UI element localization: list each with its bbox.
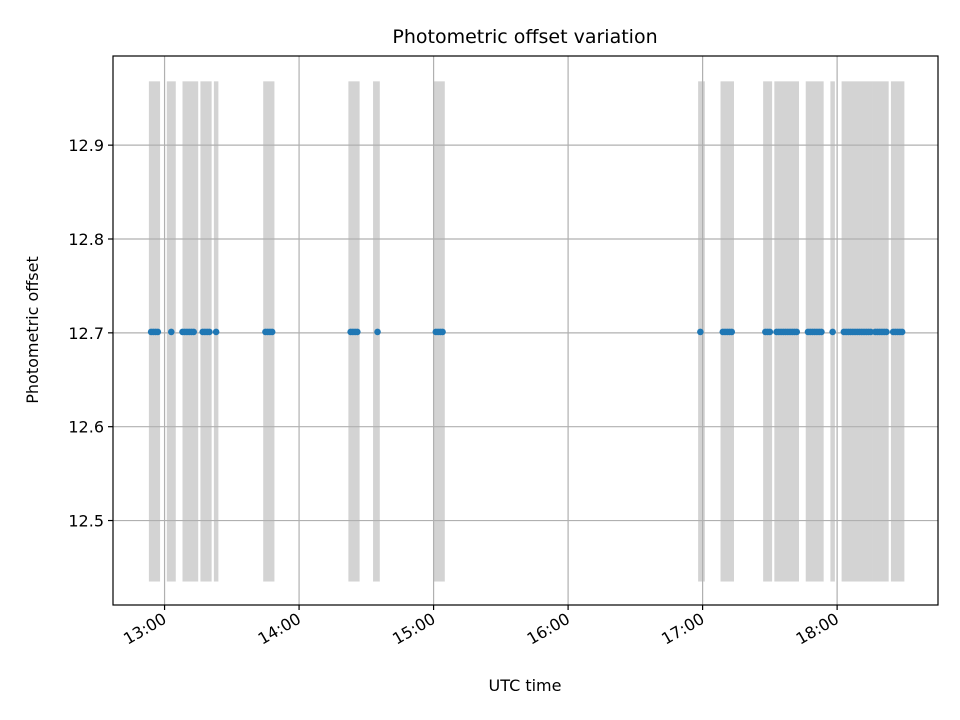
y-axis-title: Photometric offset xyxy=(23,256,42,404)
data-point xyxy=(268,328,276,336)
chart-title: Photometric offset variation xyxy=(392,26,657,48)
plot-frame xyxy=(112,55,939,606)
data-point xyxy=(212,328,220,336)
data-point xyxy=(167,328,175,336)
x-axis-title: UTC time xyxy=(489,676,562,695)
data-point xyxy=(818,328,825,336)
data-point xyxy=(190,328,198,336)
y-axis-ticks: 12.5 12.6 12.7 12.8 12.9 xyxy=(68,136,113,531)
grid-lines xyxy=(113,56,938,605)
data-point xyxy=(898,328,906,336)
data-point xyxy=(697,328,704,336)
y-tick-label: 12.8 xyxy=(68,230,104,249)
data-point xyxy=(354,328,361,336)
data-points xyxy=(147,328,906,336)
data-point xyxy=(793,328,801,336)
data-point xyxy=(439,328,446,336)
y-tick-label: 12.6 xyxy=(68,418,104,437)
data-point xyxy=(883,328,890,336)
data-point xyxy=(728,328,736,336)
data-point xyxy=(829,328,836,336)
data-point xyxy=(154,328,162,336)
y-tick-label: 12.5 xyxy=(68,512,104,531)
data-point xyxy=(206,328,213,336)
data-point xyxy=(766,328,774,336)
y-tick-label: 12.9 xyxy=(68,136,104,155)
y-tick-label: 12.7 xyxy=(68,324,104,343)
data-point xyxy=(374,328,381,336)
